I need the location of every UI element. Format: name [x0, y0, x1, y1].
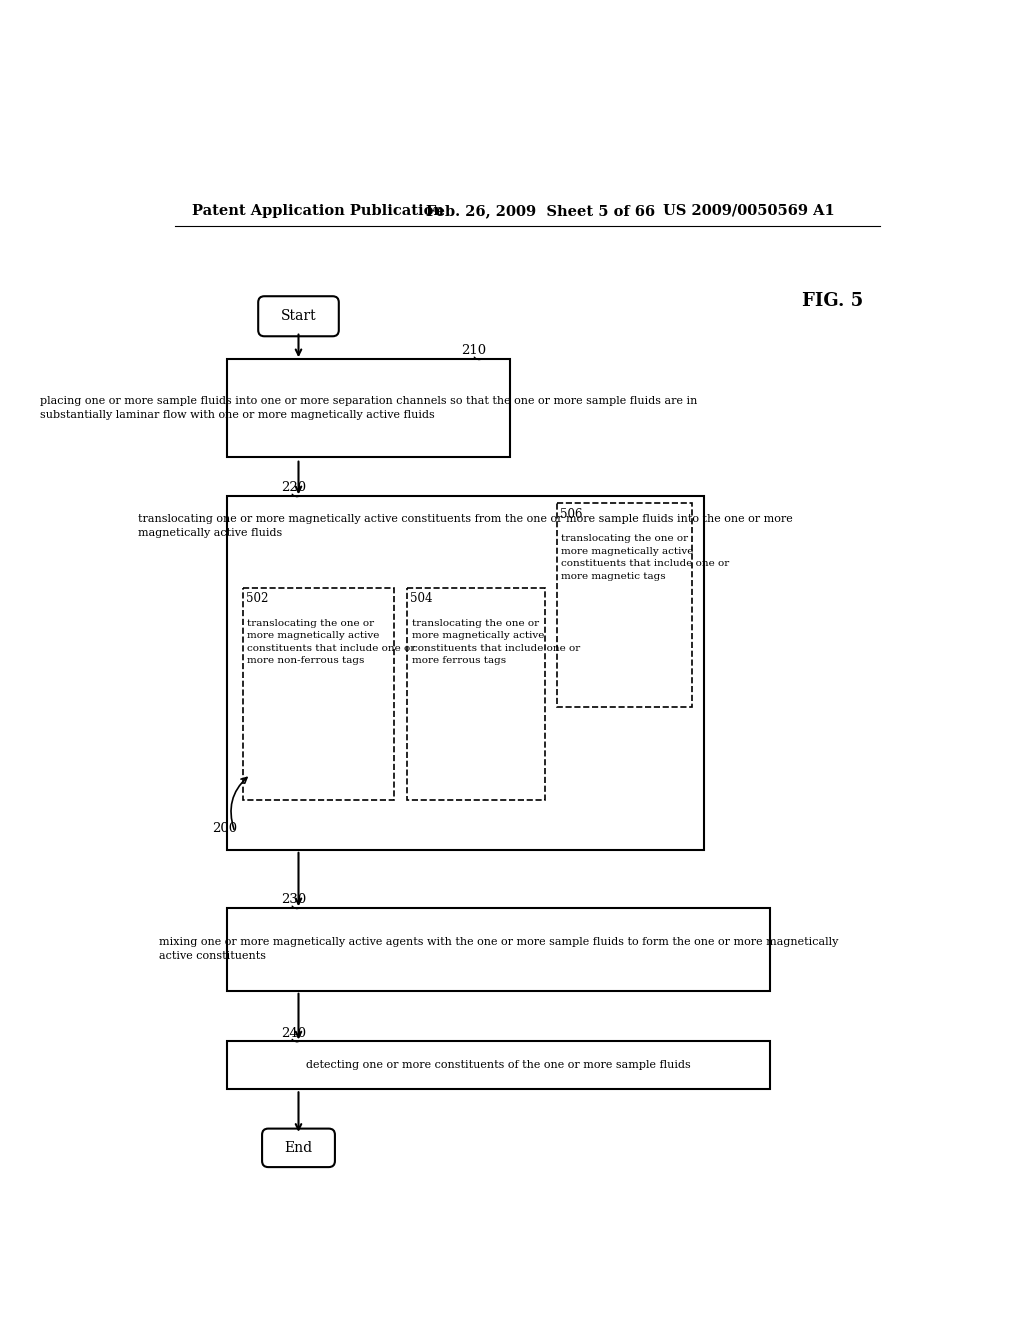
Bar — [407, 589, 545, 800]
Bar — [557, 503, 692, 708]
Bar — [227, 496, 703, 850]
Text: 240: 240 — [282, 1027, 306, 1040]
Bar — [227, 908, 770, 991]
Text: translocating the one or
more magnetically active
constituents that include one : translocating the one or more magnetical… — [561, 535, 729, 581]
Text: Start: Start — [281, 309, 316, 323]
Text: Feb. 26, 2009  Sheet 5 of 66: Feb. 26, 2009 Sheet 5 of 66 — [426, 203, 655, 218]
Text: 200: 200 — [212, 822, 237, 834]
Text: 504: 504 — [410, 593, 432, 606]
Bar — [243, 589, 394, 800]
Text: 230: 230 — [282, 894, 307, 907]
Text: detecting one or more constituents of the one or more sample fluids: detecting one or more constituents of th… — [306, 1060, 691, 1071]
Text: FIG. 5: FIG. 5 — [802, 292, 863, 310]
Text: 506: 506 — [560, 508, 583, 520]
FancyBboxPatch shape — [262, 1129, 335, 1167]
Bar — [227, 1040, 770, 1089]
Text: translocating the one or
more magnetically active
constituents that include one : translocating the one or more magnetical… — [248, 619, 416, 665]
Text: US 2009/0050569 A1: US 2009/0050569 A1 — [663, 203, 835, 218]
Text: translocating one or more magnetically active constituents from the one or more : translocating one or more magnetically a… — [138, 515, 793, 539]
Text: translocating the one or
more magnetically active
constituents that include one : translocating the one or more magnetical… — [412, 619, 580, 665]
Text: 502: 502 — [246, 593, 268, 606]
Bar — [227, 359, 510, 457]
Text: 220: 220 — [282, 482, 306, 495]
Text: mixing one or more magnetically active agents with the one or more sample fluids: mixing one or more magnetically active a… — [159, 937, 838, 961]
Text: 210: 210 — [461, 345, 486, 358]
Text: Patent Application Publication: Patent Application Publication — [191, 203, 443, 218]
Text: placing one or more sample fluids into one or more separation channels so that t: placing one or more sample fluids into o… — [40, 396, 697, 420]
Text: End: End — [285, 1140, 312, 1155]
FancyBboxPatch shape — [258, 296, 339, 337]
